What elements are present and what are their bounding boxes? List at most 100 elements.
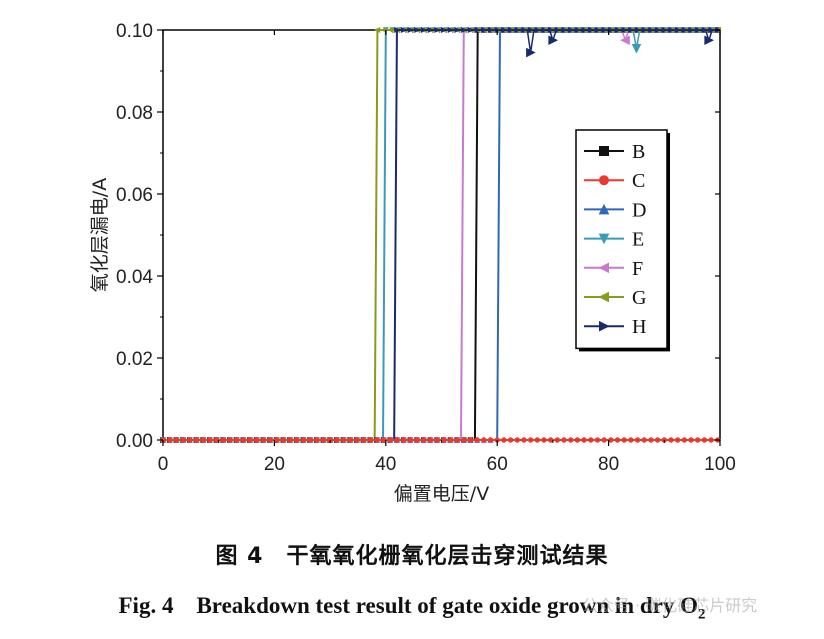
series-marker-C <box>454 437 460 443</box>
series-marker-H <box>461 26 468 34</box>
legend-label: C <box>632 170 645 192</box>
series-marker-C <box>461 437 467 443</box>
series-marker-C <box>487 437 494 443</box>
series-marker-C <box>521 437 527 443</box>
axis-layer: 0 20 40 60 80 100 0.00 0.02 0.04 0.06 0.08 0.10 <box>116 21 736 475</box>
series-marker-C <box>360 437 367 443</box>
series-marker-C <box>280 437 287 443</box>
caption-english-main: Fig. 4 Breakdown test result of gate oxi… <box>118 593 698 618</box>
series-marker-H <box>526 47 536 58</box>
series-marker-C <box>414 437 420 443</box>
series-marker-C <box>594 437 601 443</box>
series-marker-C <box>253 437 260 443</box>
series-marker-H <box>701 26 708 34</box>
series-marker-C <box>621 437 627 443</box>
series-marker-H <box>594 26 601 34</box>
series-marker-G <box>387 26 394 34</box>
series-marker-H <box>441 26 448 34</box>
y-tick-label: 0.02 <box>116 349 153 370</box>
x-tick-label: 40 <box>375 454 396 475</box>
legend-label: D <box>632 199 646 221</box>
series-marker-H <box>548 35 559 46</box>
legend-label: H <box>632 316 646 338</box>
legend-item-C: C <box>584 170 645 192</box>
x-axis-label: 偏置电压/V <box>394 483 489 505</box>
series-marker-C <box>314 437 320 443</box>
series-marker-H <box>514 26 521 34</box>
series-marker-H <box>487 26 494 34</box>
series-marker-H <box>454 26 461 34</box>
series-marker-C <box>534 437 541 443</box>
legend-marker <box>598 262 609 274</box>
series-marker-C <box>467 437 474 443</box>
legend-label: G <box>632 287 646 309</box>
y-tick-label: 0.00 <box>116 431 153 452</box>
series-marker-C <box>394 437 400 443</box>
series-marker-C <box>581 437 587 443</box>
legend-item-F: F <box>584 258 643 280</box>
series-marker-C <box>588 437 594 443</box>
series-marker-H <box>704 35 714 46</box>
series-marker-C <box>387 437 393 443</box>
figure-caption-chinese: 图 4 干氧氧化栅氧化层击穿测试结果 <box>215 544 609 569</box>
series-marker-E <box>631 43 642 54</box>
legend-label: B <box>632 141 645 163</box>
series-marker-H <box>568 26 575 34</box>
series-marker-C <box>380 437 387 443</box>
legend-item-G: G <box>584 287 646 309</box>
series-marker-C <box>300 437 307 443</box>
series-marker-C <box>695 437 701 443</box>
series-marker-G <box>374 26 381 34</box>
series-marker-H <box>434 26 441 34</box>
chart: 0 20 40 60 80 100 0.00 0.02 0.04 0.06 0.08 0.10 BCD… <box>89 21 736 505</box>
series-marker-H <box>668 26 675 34</box>
series-marker-C <box>240 437 246 443</box>
series-marker-C <box>481 437 487 443</box>
series-marker-C <box>334 437 340 443</box>
series-marker-C <box>634 437 641 443</box>
series-marker-C <box>501 437 507 443</box>
series-marker-C <box>180 437 186 443</box>
series-marker-H <box>621 26 628 34</box>
x-tick-label: 100 <box>704 454 736 475</box>
legend-label: F <box>632 258 643 280</box>
y-tick-label: 0.04 <box>116 267 153 288</box>
series-marker-C <box>293 437 300 443</box>
series-marker-C <box>166 437 173 443</box>
x-tick-label: 80 <box>598 454 619 475</box>
series-marker-H <box>400 26 407 34</box>
watermark: 公众号 · 碳化硅芯片研究 <box>582 596 758 615</box>
series-marker-C <box>474 437 480 443</box>
series-marker-C <box>628 437 634 443</box>
series-marker-C <box>427 437 434 443</box>
series-marker-C <box>420 437 427 443</box>
legend-marker <box>598 233 610 245</box>
legend-marker <box>599 146 609 156</box>
y-tick-label: 0.10 <box>116 21 153 42</box>
series-marker-C <box>527 437 534 443</box>
series-marker-C <box>320 437 327 443</box>
series-marker-H <box>581 26 588 34</box>
legend-marker <box>598 203 610 215</box>
series-marker-F <box>620 35 630 46</box>
series-marker-H <box>695 26 702 34</box>
x-tick-label: 0 <box>158 454 169 475</box>
legend-marker <box>599 175 609 186</box>
series-marker-C <box>207 437 213 443</box>
series-marker-H <box>574 26 581 34</box>
series-marker-C <box>654 437 661 443</box>
caption-english-subscript: 2 <box>697 606 706 623</box>
series-marker-H <box>447 26 454 34</box>
series-marker-H <box>394 26 401 34</box>
legend-marker <box>599 320 610 332</box>
series-marker-C <box>233 437 240 443</box>
legend-label: E <box>632 229 644 251</box>
series-marker-H <box>427 26 434 34</box>
legend-item-B: B <box>584 141 645 163</box>
series-marker-C <box>574 437 581 443</box>
legend-item-E: E <box>584 229 644 251</box>
series-marker-H <box>414 26 421 34</box>
series-marker-C <box>447 437 454 443</box>
series-marker-C <box>668 437 674 443</box>
series-marker-H <box>688 26 695 34</box>
